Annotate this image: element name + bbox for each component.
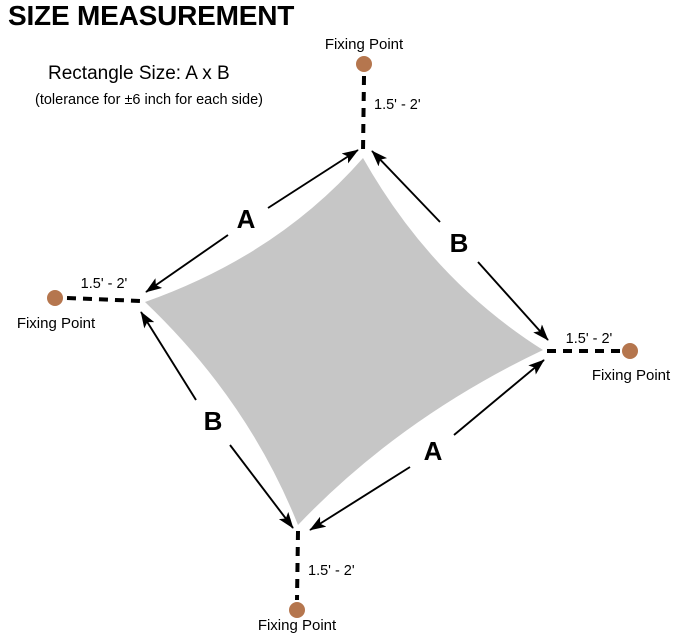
tether-line-bottom [295, 530, 300, 601]
fixing-point-dot-bottom [289, 602, 305, 618]
tether-distance-top: 1.5' - 2' [374, 97, 421, 113]
dimension-arrow-bottom-left-b [229, 444, 294, 529]
fixing-point-dot-left [47, 290, 63, 306]
dimension-arrow-bottom-left-a [140, 311, 197, 401]
fixing-point-dots [47, 56, 638, 618]
tether-distance-left: 1.5' - 2' [81, 276, 128, 292]
fixing-point-dot-right [622, 343, 638, 359]
fixing-point-label-bottom: Fixing Point [258, 617, 337, 634]
dimension-arrow-top-right-a [371, 150, 441, 223]
dimension-arrows [140, 149, 549, 531]
side-label-top-right: B [450, 228, 469, 258]
fixing-point-label-left: Fixing Point [17, 315, 96, 332]
dimension-arrow-top-right-b [477, 261, 549, 341]
page-title: SIZE MEASUREMENT [8, 0, 294, 31]
fixing-point-dot-top [356, 56, 372, 72]
fixing-point-label-right: Fixing Point [592, 367, 671, 384]
side-label-bottom-right: A [424, 436, 443, 466]
tether-line-top [361, 75, 366, 153]
rectangle-size-subtitle: Rectangle Size: A x B [48, 63, 230, 84]
tether-distance-right: 1.5' - 2' [566, 331, 613, 347]
side-label-top-left: A [237, 204, 256, 234]
tether-lines [66, 75, 620, 601]
dimension-arrow-bottom-right-a [309, 466, 411, 531]
side-label-bottom-left: B [204, 406, 223, 436]
dimension-arrow-top-left-a [145, 234, 229, 293]
dimension-arrow-top-left-b [267, 149, 359, 209]
tether-line-left [66, 296, 142, 303]
shade-sail-shape [145, 158, 543, 525]
tolerance-note: (tolerance for ±6 inch for each side) [35, 92, 263, 108]
fixing-point-label-top: Fixing Point [325, 36, 404, 53]
tether-distance-bottom: 1.5' - 2' [308, 563, 355, 579]
dimension-arrow-bottom-right-b [453, 359, 545, 436]
